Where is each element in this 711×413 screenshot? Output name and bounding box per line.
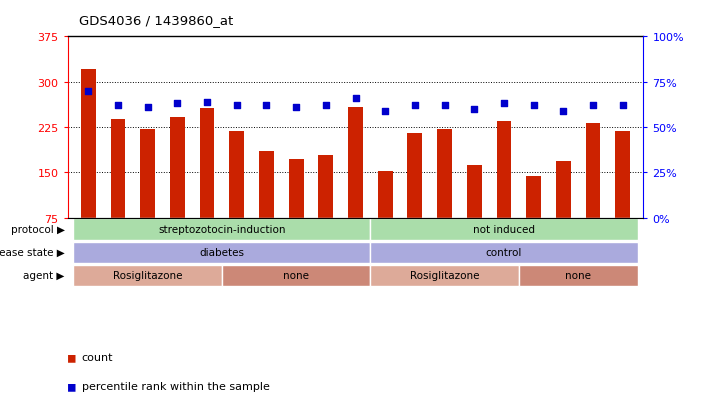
- Point: [528, 102, 540, 109]
- Bar: [200, 109, 215, 218]
- Point: [112, 102, 124, 109]
- Bar: [170, 117, 185, 218]
- Point: [320, 102, 331, 109]
- Bar: [73, 265, 222, 286]
- Text: disease state ▶: disease state ▶: [0, 247, 65, 257]
- Point: [350, 95, 361, 102]
- Text: GDS4036 / 1439860_at: GDS4036 / 1439860_at: [80, 14, 233, 27]
- Point: [498, 101, 510, 107]
- Bar: [370, 219, 638, 240]
- Bar: [259, 152, 274, 218]
- Bar: [73, 219, 370, 240]
- Bar: [370, 265, 519, 286]
- Bar: [222, 265, 370, 286]
- Text: diabetes: diabetes: [199, 247, 245, 257]
- Text: none: none: [565, 271, 591, 280]
- Bar: [496, 121, 511, 218]
- Text: Rosiglitazone: Rosiglitazone: [410, 271, 479, 280]
- Text: Rosiglitazone: Rosiglitazone: [113, 271, 183, 280]
- Point: [261, 102, 272, 109]
- Text: count: count: [82, 352, 113, 362]
- Bar: [319, 156, 333, 218]
- Bar: [526, 176, 541, 218]
- Bar: [586, 123, 600, 218]
- Point: [82, 88, 94, 95]
- Bar: [519, 265, 638, 286]
- Text: ■: ■: [68, 351, 75, 364]
- Bar: [615, 132, 630, 218]
- Text: none: none: [283, 271, 309, 280]
- Bar: [73, 242, 370, 263]
- Bar: [370, 242, 638, 263]
- Point: [410, 102, 421, 109]
- Point: [439, 102, 450, 109]
- Text: protocol ▶: protocol ▶: [11, 225, 65, 235]
- Point: [231, 102, 242, 109]
- Point: [469, 106, 480, 113]
- Bar: [81, 70, 96, 218]
- Text: agent ▶: agent ▶: [23, 271, 65, 280]
- Bar: [437, 129, 452, 218]
- Point: [380, 108, 391, 115]
- Bar: [467, 166, 481, 218]
- Point: [171, 101, 183, 107]
- Text: streptozotocin-induction: streptozotocin-induction: [158, 225, 286, 235]
- Bar: [140, 129, 155, 218]
- Point: [142, 104, 154, 111]
- Point: [290, 104, 301, 111]
- Text: percentile rank within the sample: percentile rank within the sample: [82, 381, 269, 391]
- Point: [557, 108, 569, 115]
- Point: [201, 99, 213, 106]
- Bar: [289, 159, 304, 218]
- Bar: [348, 108, 363, 218]
- Text: ■: ■: [68, 380, 75, 393]
- Bar: [378, 171, 392, 218]
- Text: control: control: [486, 247, 522, 257]
- Bar: [230, 132, 244, 218]
- Bar: [407, 134, 422, 218]
- Point: [617, 102, 629, 109]
- Bar: [111, 120, 125, 218]
- Point: [587, 102, 599, 109]
- Text: not induced: not induced: [473, 225, 535, 235]
- Bar: [556, 162, 571, 218]
